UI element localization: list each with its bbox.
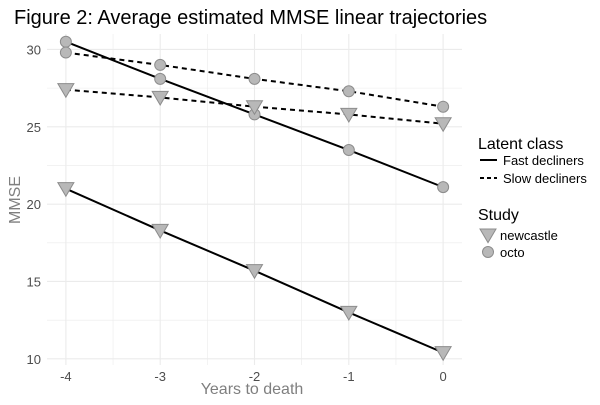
data-point	[59, 35, 72, 48]
data-point	[245, 264, 264, 280]
data-point	[154, 72, 167, 85]
y-tick-label: 15	[27, 274, 41, 289]
data-point	[437, 100, 450, 113]
legend-marker-swatch	[479, 228, 497, 244]
data-point	[437, 181, 450, 194]
data-point	[151, 223, 170, 240]
legend-label: newcastle	[500, 228, 558, 243]
legend-marker-swatch	[482, 246, 494, 258]
legend-label: octo	[500, 245, 525, 260]
legend-label: Slow decliners	[503, 171, 587, 186]
data-point	[339, 305, 358, 321]
axes: -4 -3 -2 -1 0 10 15 20 25 30	[27, 42, 447, 384]
x-tick-label: -1	[343, 369, 355, 384]
data-point	[245, 100, 264, 116]
x-tick-label: -3	[154, 369, 166, 384]
y-tick-label: 10	[27, 352, 41, 367]
y-tick-label: 30	[27, 42, 41, 57]
x-axis-title: Years to death	[201, 381, 304, 398]
y-tick-label: 25	[27, 120, 41, 135]
data-point	[434, 346, 453, 362]
legend-label: Fast decliners	[503, 153, 584, 168]
data-point	[56, 182, 75, 198]
data-point	[248, 72, 261, 85]
data-point	[342, 144, 355, 157]
legend-title-study: Study	[478, 207, 519, 224]
data-point	[339, 107, 358, 124]
x-tick-label: -2	[249, 369, 261, 384]
x-tick-label: -4	[60, 369, 72, 384]
y-axis-title: MMSE	[7, 176, 24, 224]
data-point	[56, 83, 75, 99]
y-tick-label: 20	[27, 197, 41, 212]
data-point	[151, 90, 170, 107]
chart-title: Figure 2: Average estimated MMSE linear …	[14, 7, 487, 29]
data-point	[154, 58, 167, 71]
x-tick-label: 0	[440, 369, 447, 384]
legend-title-latent-class: Latent class	[478, 136, 563, 153]
data-point	[434, 117, 453, 133]
data-markers	[56, 35, 453, 362]
data-point	[59, 46, 72, 59]
data-point	[342, 85, 355, 98]
